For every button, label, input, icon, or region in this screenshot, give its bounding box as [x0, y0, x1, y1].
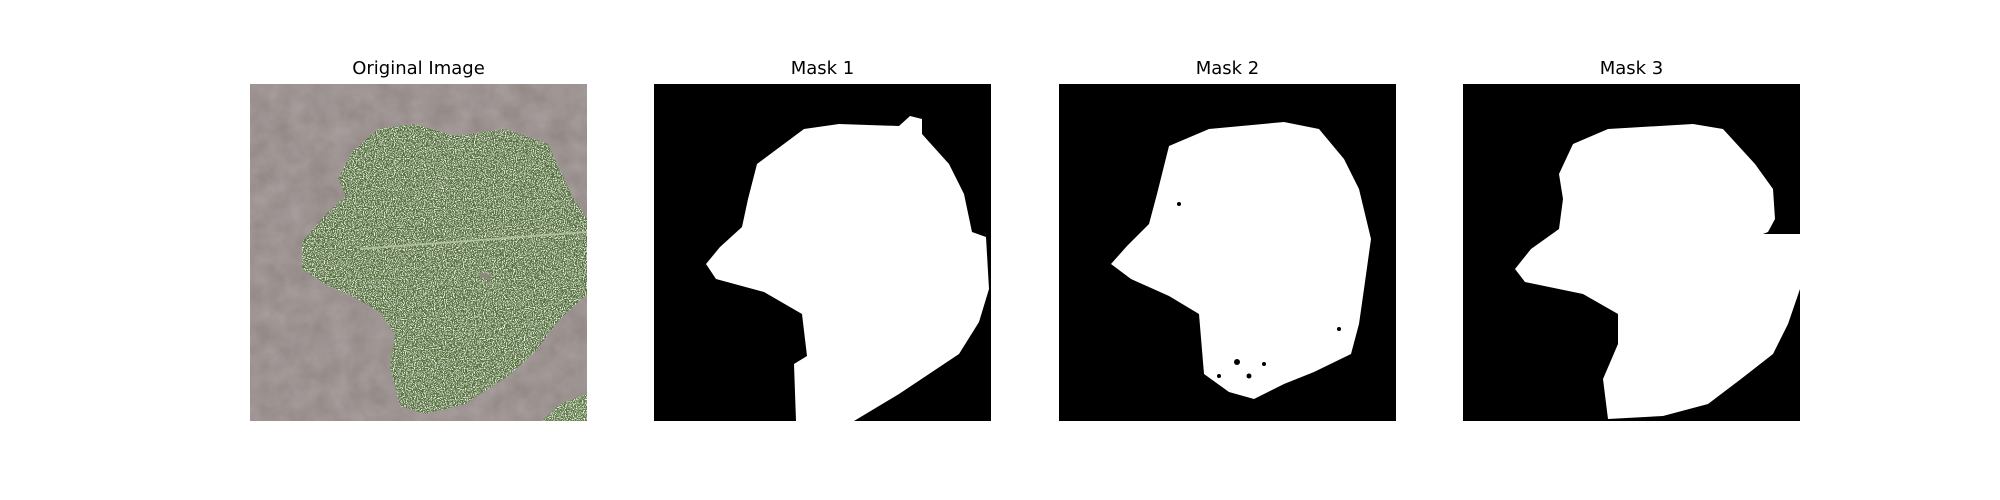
panel-original-image: Original Image [250, 56, 587, 421]
mask-2-image [1059, 84, 1396, 421]
panel-mask-3: Mask 3 [1463, 56, 1800, 421]
mask-1-image [654, 84, 991, 421]
panel-mask-1: Mask 1 [654, 56, 991, 421]
panel-title: Original Image [352, 58, 485, 79]
panel-title: Mask 2 [1195, 58, 1260, 79]
leaf-photo [250, 84, 587, 421]
mask-3-image [1463, 84, 1800, 421]
panel-title: Mask 1 [790, 58, 855, 79]
panel-mask-2: Mask 2 [1059, 56, 1396, 421]
panel-title: Mask 3 [1599, 58, 1664, 79]
